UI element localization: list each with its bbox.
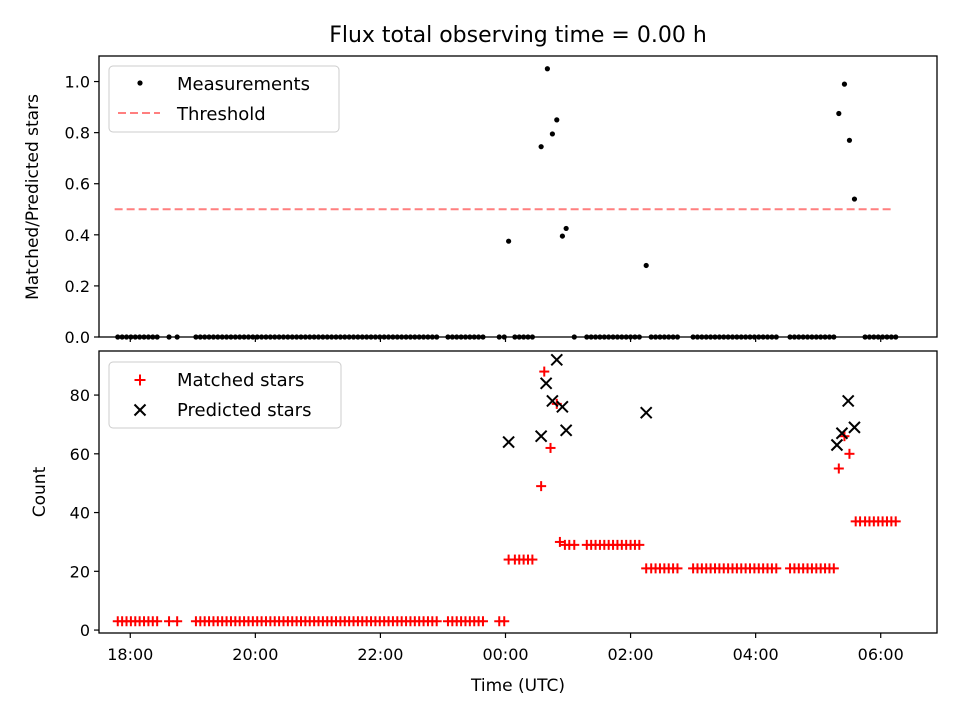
matched-star-point [499,616,510,627]
matched-star-point [527,554,538,565]
bottom-x-axis-label: Time (UTC) [470,676,565,696]
predicted-x-b [841,394,855,408]
matched-star-point [672,563,683,574]
predicted-star-point [546,394,559,408]
top-plot-marks [114,66,899,340]
top-y-axis-label: Matched/Predicted stars [23,94,43,300]
measurement-point [643,262,649,269]
predicted-x-b [502,435,515,449]
bottom-y-tick-label: 40 [70,504,90,523]
legend-measurements-label: Measurements [177,74,310,95]
matched-star-point [890,516,901,527]
predicted-star-point [639,406,653,419]
matched-star-point [152,616,163,627]
predicted-star-point [848,421,861,434]
measurement-point [538,144,544,150]
matched-star-point [828,563,839,574]
predicted-x-b [539,377,553,390]
matched-star-point [545,442,556,453]
bottom-y-tick-label: 80 [70,386,90,405]
predicted-star-point [550,353,563,367]
measurement-point [506,238,512,244]
predicted-x-b [559,424,573,437]
measurement-point [563,225,569,232]
measurement-point [846,137,853,143]
measurement-point [836,110,842,117]
bottom-axes-frame [98,350,938,634]
legend-matched-marker [134,374,146,386]
bottom-x-ticks: 18:00 20:00 22:00 00:00 02:00 04:00 06:00 [107,633,904,664]
bottom-y-axis-label: Count [30,466,50,517]
measurement-point [851,196,858,202]
bottom-legend: Matched stars Predicted stars [108,361,342,429]
matched-star-point [539,366,550,377]
top-y-tick-label: 0.0 [65,328,90,347]
bottom-plot-marks [112,353,901,627]
legend-threshold-label: Threshold [176,104,266,125]
predicted-star-point [502,435,515,449]
matched-star-point [569,539,580,550]
legend-predicted-marker [133,403,147,417]
measurement-point [549,131,555,137]
bottom-y-tick-label: 60 [70,445,90,464]
matched-star-point [477,616,488,627]
predicted-star-point [559,424,573,437]
predicted-x-b [848,421,861,434]
predicted-star-point [534,429,548,443]
predicted-x-b [830,438,844,452]
top-y-ticks: 0.0 0.2 0.4 0.6 0.8 1.0 [65,73,99,347]
bottom-x-tick-label: 18:00 [107,645,153,664]
matched-star-point [536,481,547,492]
predicted-x-b [550,353,563,367]
matched-star-point [431,616,442,627]
bottom-x-tick-label: 02:00 [608,645,654,664]
matched-star-point [833,463,844,474]
top-x-ticks [129,337,882,342]
legend-predicted-label: Predicted stars [177,400,311,421]
predicted-star-point [835,427,849,440]
matched-star-point [554,536,565,547]
measurement-point [559,233,566,239]
predicted-star-point [556,400,569,414]
top-y-tick-label: 0.8 [65,124,90,143]
predicted-x-b [835,427,849,440]
top-chart-title: Flux total observing time = 0.00 h [329,23,707,48]
bottom-y-tick-label: 0 [80,621,90,640]
top-legend: Measurements Threshold [108,65,340,133]
top-legend-box [108,65,340,133]
bottom-y-tick-label: 20 [70,562,90,581]
bottom-x-tick-label: 06:00 [858,645,904,664]
matched-star-point [172,616,183,627]
legend-measurements-marker [137,80,143,86]
bottom-legend-box [108,361,342,429]
top-y-tick-label: 0.4 [65,226,90,245]
top-y-tick-label: 1.0 [65,73,90,92]
bottom-x-tick-label: 20:00 [232,645,278,664]
top-y-tick-label: 0.6 [65,175,90,194]
matched-star-point [634,539,645,550]
matched-star-point [844,448,855,459]
predicted-star-point [830,438,844,452]
measurement-point [841,81,848,87]
legend-matched-label: Matched stars [177,370,304,391]
measurement-point [544,66,550,72]
bottom-x-tick-label: 00:00 [482,645,528,664]
bottom-y-ticks: 0 20 40 60 80 [70,386,99,640]
predicted-star-point [539,377,553,390]
bottom-x-tick-label: 04:00 [733,645,779,664]
bottom-x-tick-label: 22:00 [357,645,403,664]
predicted-x-b [534,429,548,443]
top-y-tick-label: 0.2 [65,277,90,296]
predicted-x-b [556,400,569,414]
measurement-point [554,117,560,123]
predicted-x-b [546,394,559,408]
matched-star-point [771,563,782,574]
predicted-star-point [841,394,855,408]
predicted-x-b [639,406,653,419]
top-axes-frame [98,55,938,338]
